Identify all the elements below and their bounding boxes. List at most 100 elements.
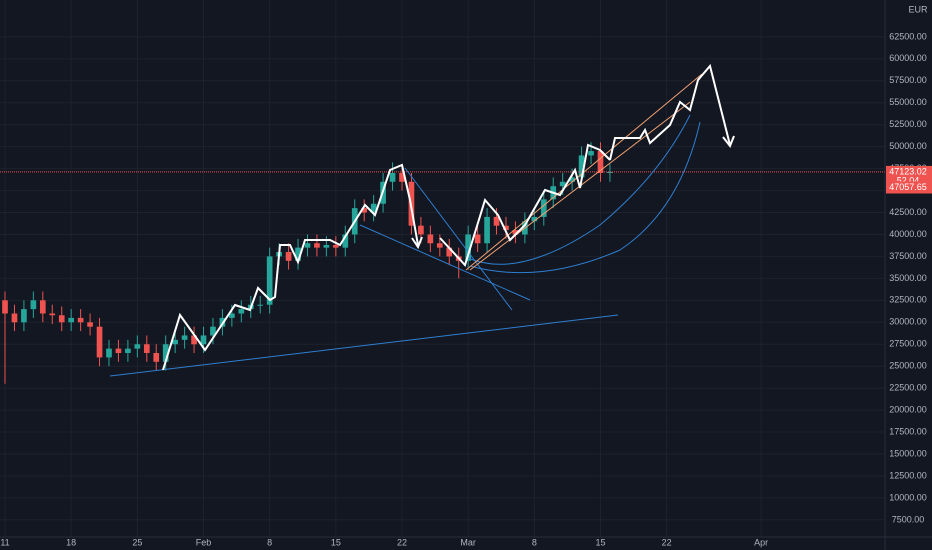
candle-body	[134, 344, 141, 349]
y-tick-label: 62500.00	[889, 31, 927, 41]
candle-body	[342, 234, 349, 248]
currency-label: EUR	[908, 4, 928, 14]
x-tick-label: 22	[662, 537, 672, 547]
projection-path	[162, 163, 419, 371]
y-tick-label: 27500.00	[889, 339, 927, 349]
x-tick-label: 15	[595, 537, 605, 547]
candle-body	[153, 353, 160, 362]
y-tick-label: 57500.00	[889, 75, 927, 85]
candle-body	[58, 315, 65, 323]
candle-body	[484, 216, 490, 244]
candle-body	[474, 234, 481, 244]
y-tick-label: 20000.00	[889, 404, 927, 414]
candle-body	[162, 344, 169, 362]
arrow-head	[722, 135, 735, 148]
channel-line	[465, 73, 703, 271]
price-tag-label: 47123.02	[889, 166, 927, 176]
x-tick-label: Apr	[754, 537, 768, 547]
candle-body	[332, 245, 339, 248]
candle-body	[295, 247, 301, 261]
grid	[0, 0, 885, 537]
candle-body	[370, 203, 377, 213]
trend-line	[359, 224, 531, 301]
x-tick-label: Feb	[196, 537, 212, 547]
candle-body	[172, 339, 178, 345]
candle-body	[191, 335, 197, 345]
candle-body	[125, 348, 131, 354]
price-tag	[886, 181, 932, 194]
candle-body	[68, 317, 75, 323]
arrow-head	[411, 236, 423, 250]
y-tick-label: 42500.00	[889, 207, 927, 217]
candle-body	[106, 348, 112, 358]
candle-body	[399, 172, 405, 182]
candle-body	[181, 335, 188, 340]
candle-body	[304, 243, 311, 248]
y-tick-label: 22500.00	[889, 383, 927, 393]
candle-body	[285, 252, 292, 261]
candle-body	[39, 300, 46, 314]
candle-body	[229, 313, 235, 318]
candle-body	[2, 300, 8, 314]
y-tick-label: 10000.00	[889, 492, 927, 502]
candle-body	[11, 313, 18, 323]
candle-body	[436, 243, 443, 248]
candle-body	[531, 216, 538, 222]
x-tick-label: 15	[331, 537, 341, 547]
candle-body	[578, 155, 585, 178]
y-tick-label: 40000.00	[889, 229, 927, 239]
candle-body	[512, 230, 519, 235]
arc	[469, 121, 701, 274]
candle-body	[361, 208, 368, 213]
drawings	[109, 63, 735, 377]
candle-body	[493, 216, 500, 226]
x-tick-label: 8	[267, 537, 272, 547]
candle-body	[597, 151, 604, 173]
candle-body	[238, 309, 245, 314]
x-tick-label: 25	[132, 537, 142, 547]
y-tick-label: 7500.00	[892, 514, 925, 524]
candle-body	[30, 300, 37, 310]
arc	[467, 114, 691, 265]
candle-body	[143, 344, 150, 354]
y-tick-label: 52500.00	[889, 119, 927, 129]
x-tick-label: 18	[66, 537, 76, 547]
y-tick-label: 25000.00	[889, 361, 927, 371]
y-tick-label: 15000.00	[889, 448, 927, 458]
candle-body	[200, 335, 207, 345]
candle-body	[389, 172, 396, 182]
candle-body	[418, 225, 424, 235]
x-tick-label: 11	[0, 537, 9, 547]
y-tick-label: 12500.00	[889, 470, 927, 480]
candle-body	[115, 348, 122, 354]
y-tick-label: 55000.00	[889, 97, 927, 107]
candle-body	[266, 256, 273, 305]
y-tick-label: 50000.00	[889, 141, 927, 151]
candle-body	[446, 247, 453, 257]
candle-body	[540, 199, 547, 217]
trend-line	[109, 314, 619, 377]
candle-body	[21, 309, 27, 323]
y-tick-label: 17500.00	[889, 426, 927, 436]
y-tick-label: 60000.00	[889, 53, 927, 63]
x-tick-label: 22	[397, 537, 407, 547]
candle-body	[607, 171, 613, 173]
candle-body	[77, 317, 84, 323]
y-tick-label: 37500.00	[889, 251, 927, 261]
candle-body	[87, 322, 93, 327]
candle-body	[257, 304, 264, 306]
candle-body	[465, 234, 471, 261]
candle-body	[588, 151, 594, 156]
candle-body	[314, 243, 320, 248]
projection-path	[439, 143, 611, 267]
candle-body	[210, 326, 216, 336]
candle-body	[427, 234, 434, 244]
x-tick-label: Mar	[460, 537, 476, 547]
projection-path	[609, 63, 731, 161]
y-tick-label: 32500.00	[889, 295, 927, 305]
candle-body	[323, 245, 330, 248]
y-tick-label: 30000.00	[889, 317, 927, 327]
candle-body	[49, 313, 56, 316]
